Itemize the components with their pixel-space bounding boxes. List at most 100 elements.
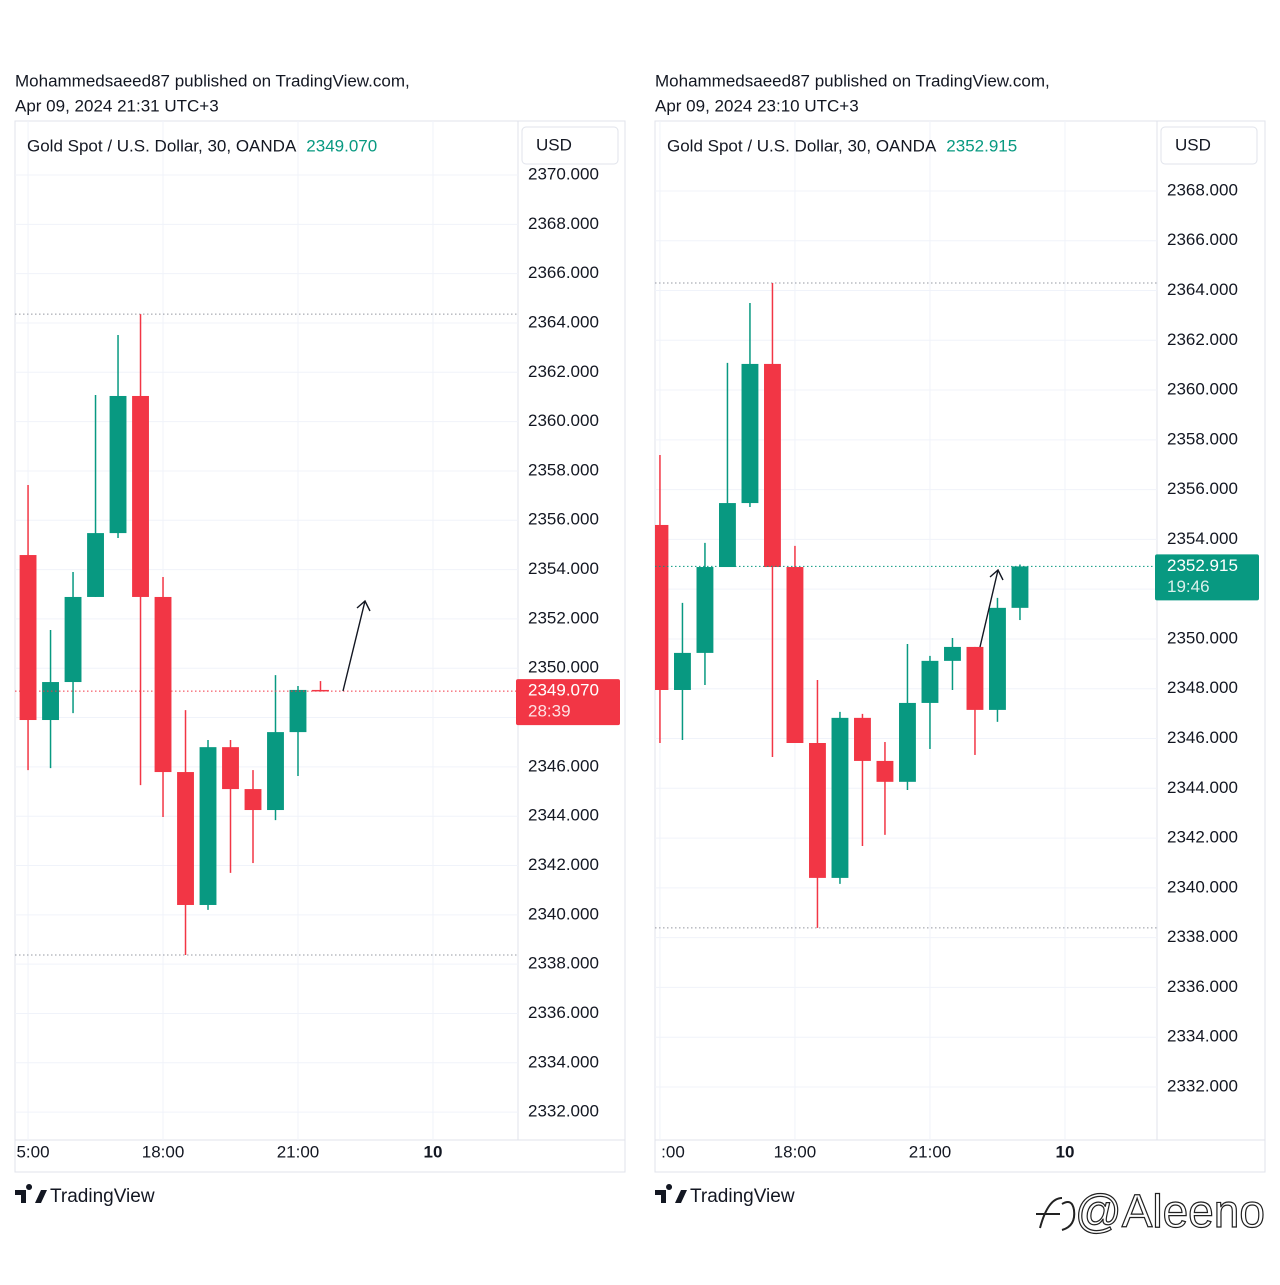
candle-body <box>876 760 894 782</box>
x-tick-label: 21:00 <box>909 1142 952 1161</box>
y-tick-label: 2358.000 <box>528 460 599 479</box>
candle-body <box>42 682 59 721</box>
currency-box <box>521 126 619 165</box>
x-tick-label: :00 <box>661 1142 685 1161</box>
candle-body <box>719 503 736 568</box>
candle-body <box>696 567 714 653</box>
x-tick-label: 10 <box>1056 1142 1075 1161</box>
candle-body <box>786 567 804 744</box>
y-tick-label: 2354.000 <box>528 559 599 578</box>
arrow <box>979 568 1004 648</box>
header-price: 2349.070 <box>306 136 377 155</box>
grid <box>15 121 518 1140</box>
candle-body <box>854 717 871 761</box>
y-tick-label: 2356.000 <box>1167 479 1238 498</box>
y-tick-label: 2364.000 <box>528 312 599 331</box>
y-tick-label: 2368.000 <box>1167 180 1238 199</box>
price-tag <box>1155 554 1259 601</box>
x-tick-label: 10 <box>424 1142 443 1161</box>
brand-name: TradingView <box>50 1186 155 1207</box>
y-tick-label: 2366.000 <box>1167 230 1238 249</box>
candle-body <box>244 789 262 811</box>
y-tick-label: 2340.000 <box>528 904 599 923</box>
candle-body <box>944 646 961 661</box>
y-tick-label: 2332.000 <box>528 1102 599 1121</box>
candle-body <box>132 395 149 597</box>
candle-body <box>289 689 307 733</box>
y-tick-label: 2362.000 <box>1167 330 1238 349</box>
x-tick-label: 18:00 <box>774 1142 817 1161</box>
countdown: 19:46 <box>1167 577 1210 596</box>
y-tick-label: 2342.000 <box>528 855 599 874</box>
candle-body <box>222 747 239 790</box>
candle-body <box>109 395 127 534</box>
y-tick-label: 2338.000 <box>528 954 599 973</box>
y-tick-label: 2366.000 <box>528 263 599 282</box>
y-tick-label: 2338.000 <box>1167 927 1238 946</box>
y-tick-label: 2362.000 <box>528 362 599 381</box>
y-tick-label: 2354.000 <box>1167 529 1238 548</box>
candle-body <box>966 646 984 710</box>
y-tick-label: 2364.000 <box>1167 280 1238 299</box>
watermark-icon <box>1036 1197 1076 1231</box>
y-tick-label: 2336.000 <box>528 1003 599 1022</box>
y-tick-label: 2334.000 <box>528 1052 599 1071</box>
publisher: Mohammedsaeed87 published on TradingView… <box>655 71 1050 90</box>
y-tick-label: 2348.000 <box>1167 678 1238 697</box>
timestamp: Apr 09, 2024 21:31 UTC+3 <box>15 96 219 115</box>
price-tag-label: 2349.070 <box>528 681 599 700</box>
x-tick-label: 18:00 <box>142 1142 185 1161</box>
chart: 2370.000 2368.000 2366.000 2364.000 2362.000… <box>14 71 626 1207</box>
watermark: @Aleeno <box>1075 1185 1265 1237</box>
brand-logo <box>15 1184 47 1203</box>
y-tick-label: 2336.000 <box>1167 977 1238 996</box>
candle-body <box>741 363 759 504</box>
symbol-title: Gold Spot / U.S. Dollar, 30, OANDA <box>667 136 937 155</box>
publisher: Mohammedsaeed87 published on TradingView… <box>15 71 410 90</box>
y-tick-label: 2360.000 <box>528 411 599 430</box>
candle-body <box>177 772 194 905</box>
currency-box <box>1160 126 1258 165</box>
candle-body <box>764 363 781 568</box>
y-tick-label: 2332.000 <box>1167 1076 1238 1095</box>
candle-body <box>64 596 82 683</box>
candle-body <box>809 743 826 878</box>
currency: USD <box>1175 135 1211 154</box>
candle-body <box>1011 566 1029 608</box>
y-tick-label: 2358.000 <box>1167 429 1238 448</box>
price-tag-label: 2352.915 <box>1167 556 1238 575</box>
y-tick-label: 2350.000 <box>1167 628 1238 647</box>
pane-border <box>14 120 626 1173</box>
candle-body <box>655 524 669 690</box>
candle-body <box>674 652 691 690</box>
y-tick-label: 2344.000 <box>528 806 599 825</box>
y-tick-label: 2368.000 <box>528 214 599 233</box>
brand-name: TradingView <box>690 1186 795 1207</box>
candle-body <box>899 702 916 782</box>
candle-body <box>267 732 284 811</box>
y-tick-label: 2356.000 <box>528 510 599 529</box>
chart: 2368.000 2366.000 2364.000 2362.000 2360.000… <box>654 71 1266 1207</box>
candle-body <box>87 533 104 597</box>
brand-logo <box>655 1184 687 1203</box>
candle-body <box>989 607 1006 710</box>
y-tick-label: 2346.000 <box>528 756 599 775</box>
candles <box>19 314 329 956</box>
candle-body <box>921 660 939 703</box>
arrow <box>342 599 371 692</box>
currency: USD <box>536 135 572 154</box>
candle-body <box>154 596 172 773</box>
y-tick-label: 2334.000 <box>1167 1027 1238 1046</box>
header-price: 2352.915 <box>946 136 1017 155</box>
x-tick-label: 21:00 <box>277 1142 320 1161</box>
timestamp: Apr 09, 2024 23:10 UTC+3 <box>655 96 859 115</box>
y-tick-label: 2342.000 <box>1167 828 1238 847</box>
y-tick-label: 2346.000 <box>1167 728 1238 747</box>
candles <box>655 283 1029 928</box>
candle-body <box>199 747 217 905</box>
price-tag <box>516 679 620 726</box>
symbol-title: Gold Spot / U.S. Dollar, 30, OANDA <box>27 136 297 155</box>
y-tick-label: 2350.000 <box>528 658 599 677</box>
x-tick-label: 5:00 <box>16 1142 49 1161</box>
